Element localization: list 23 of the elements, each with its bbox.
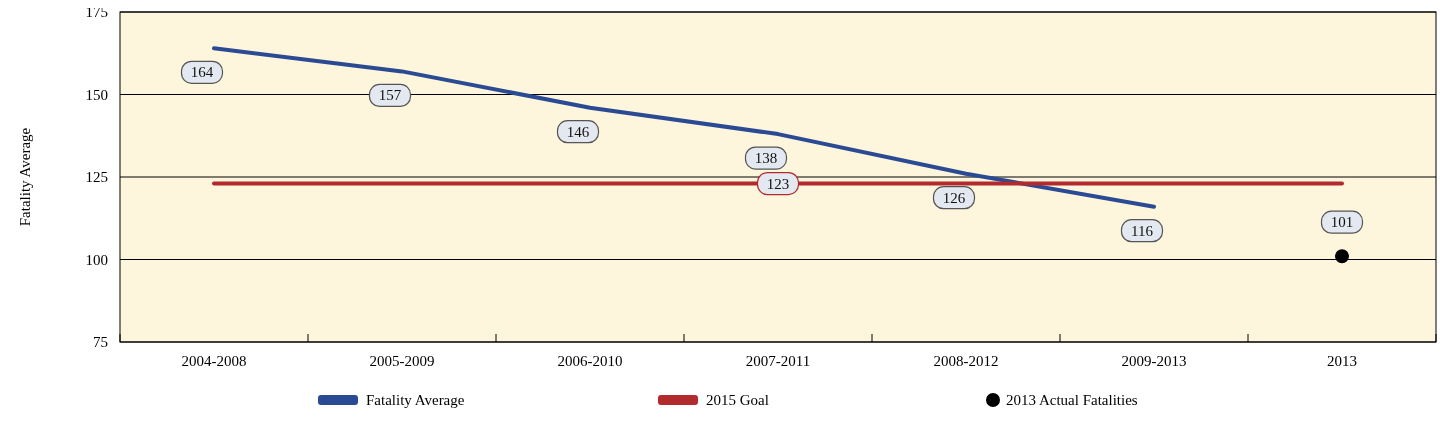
data-label: 164 <box>190 64 214 81</box>
x-tick-label: 2013 <box>1327 353 1357 369</box>
data-label: 126 <box>942 189 966 206</box>
line-series <box>212 46 1156 209</box>
y-axis-title: Fatality Average <box>17 127 33 227</box>
data-label: 138 <box>754 150 778 167</box>
y-tick-label: 125 <box>85 169 108 185</box>
legend-label: 2013 Actual Fatalities <box>1006 392 1138 408</box>
y-tick-label: 150 <box>85 86 108 103</box>
x-tick-label: 2006-2010 <box>557 353 623 369</box>
y-tick-label: 100 <box>85 251 108 268</box>
x-tick-label: 2009-2013 <box>1121 353 1187 369</box>
data-label: 116 <box>1131 222 1154 239</box>
legend-label: Fatality Average <box>366 392 465 408</box>
y-tick-label: 75 <box>93 334 108 350</box>
x-tick-label: 2007-2011 <box>745 353 811 369</box>
x-tick-label: 2008-2012 <box>933 353 999 369</box>
data-label: 157 <box>378 87 402 104</box>
legend-label: 2015 Goal <box>706 392 769 408</box>
data-label: 101 <box>1330 214 1354 231</box>
data-label: 146 <box>566 123 590 140</box>
x-tick-label: 2005-2009 <box>369 353 435 369</box>
x-tick-label: 2004-2008 <box>181 353 247 369</box>
